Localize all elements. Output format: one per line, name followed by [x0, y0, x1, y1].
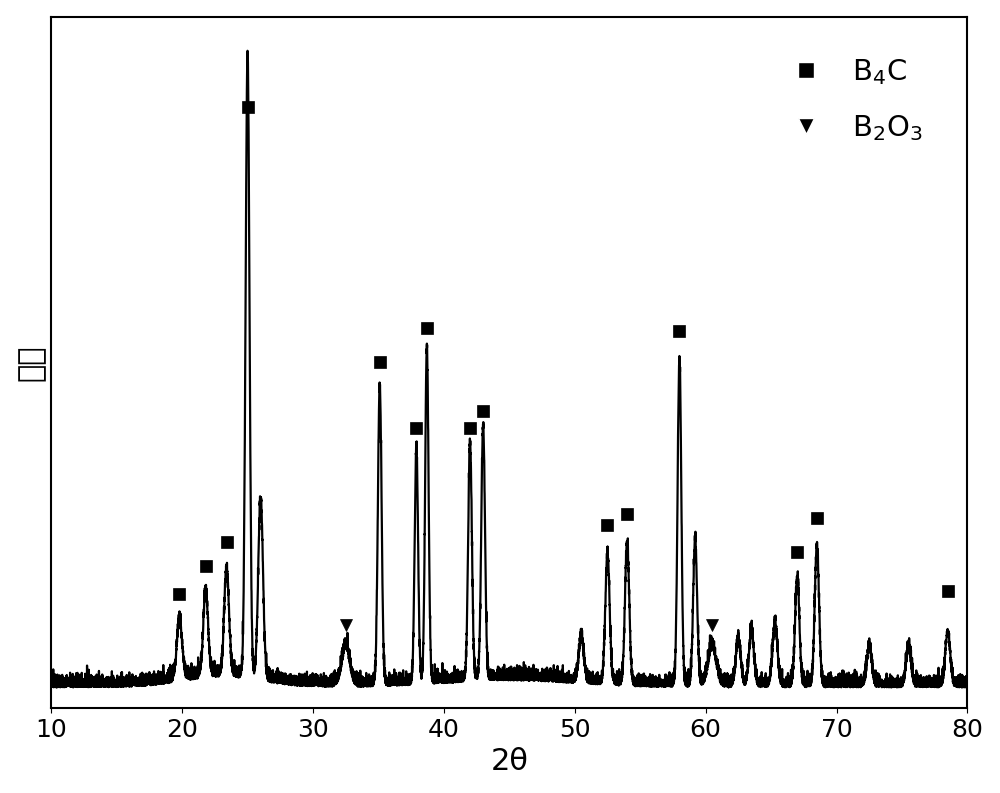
Legend: B$_4$C, B$_2$O$_3$: B$_4$C, B$_2$O$_3$ [765, 45, 934, 155]
Y-axis label: 强度: 强度 [17, 344, 46, 381]
X-axis label: 2θ: 2θ [490, 747, 528, 776]
